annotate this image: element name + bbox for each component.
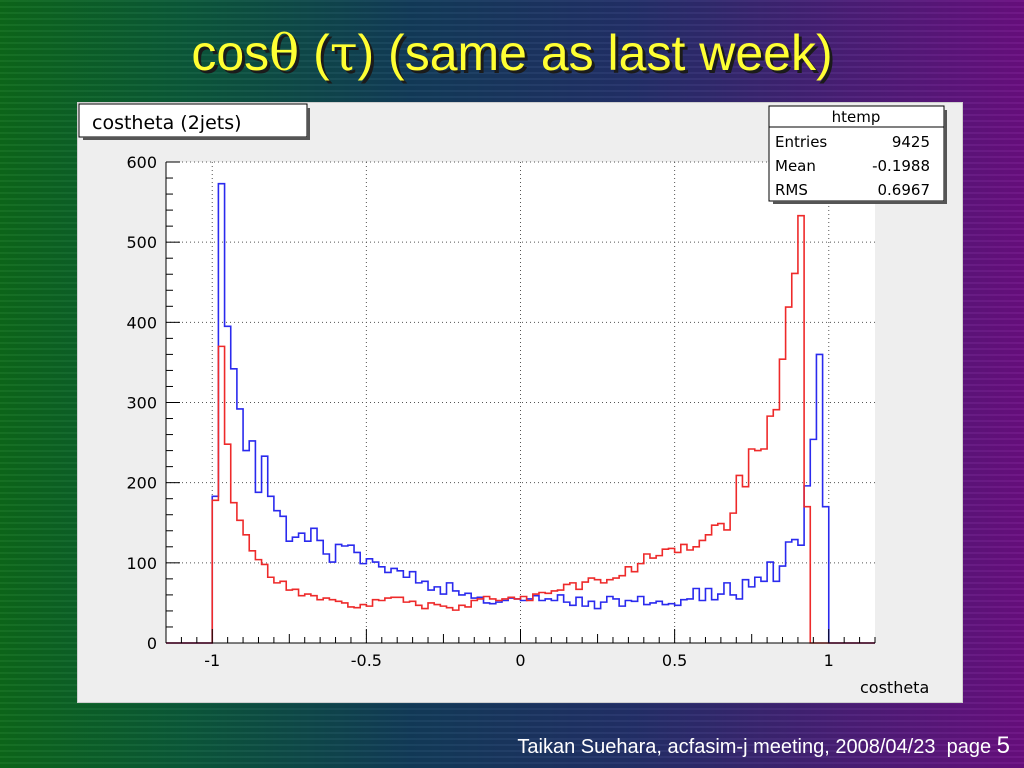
title-mid: ( <box>299 25 330 81</box>
tick-labels: -1 -0.5 0 0.5 1 0 100 200 300 400 500 600 <box>126 153 833 670</box>
series-layer <box>166 182 875 644</box>
stats-value-entries: 9425 <box>892 133 930 151</box>
y-tick-label: 400 <box>126 313 157 332</box>
title-tau-symbol: τ <box>329 24 358 82</box>
stats-title: htemp <box>832 108 881 126</box>
stats-value-mean: -0.1988 <box>872 157 930 175</box>
x-tick-label: -1 <box>204 651 220 670</box>
slide-footer: Taikan Suehara, acfasim-j meeting, 2008/… <box>517 732 1010 760</box>
series-line-0 <box>166 182 875 644</box>
series-line-1 <box>166 214 875 644</box>
page-label: page <box>946 736 992 758</box>
x-tick-label: -0.5 <box>351 651 382 670</box>
title-suffix: ) (same as last week) <box>357 25 833 81</box>
y-tick-label: 600 <box>126 153 157 172</box>
axes <box>165 161 876 644</box>
stats-value-rms: 0.6967 <box>878 181 931 199</box>
histogram-chart: -1 -0.5 0 0.5 1 0 100 200 300 400 500 600 costheta … <box>78 103 947 697</box>
slide-title: cosθ (τ) (same as last week) <box>0 24 1024 82</box>
x-axis-label: costheta <box>860 678 929 697</box>
x-tick-label: 1 <box>824 651 834 670</box>
plot-canvas: -1 -0.5 0 0.5 1 0 100 200 300 400 500 600 costheta … <box>77 102 963 703</box>
y-tick-label: 300 <box>126 394 157 413</box>
stats-label-rms: RMS <box>775 181 808 199</box>
title-theta-symbol: θ <box>269 24 300 82</box>
x-tick-label: 0.5 <box>662 651 687 670</box>
y-tick-label: 0 <box>147 634 157 653</box>
y-tick-label: 200 <box>126 474 157 493</box>
x-tick-label: 0 <box>515 651 525 670</box>
y-tick-label: 100 <box>126 554 157 573</box>
footer-text: Taikan Suehara, acfasim-j meeting, 2008/… <box>517 736 936 758</box>
grid-lines <box>166 161 875 643</box>
stats-box: htemp Entries 9425 Mean -0.1988 RMS 0.69… <box>768 105 947 204</box>
y-tick-label: 500 <box>126 233 157 252</box>
title-cos: cos <box>191 25 270 81</box>
page-number: 5 <box>996 732 1010 759</box>
chart-title-box: costheta (2jets) <box>78 103 310 140</box>
stats-label-mean: Mean <box>775 157 816 175</box>
stats-label-entries: Entries <box>775 133 827 151</box>
chart-title: costheta (2jets) <box>92 112 242 134</box>
